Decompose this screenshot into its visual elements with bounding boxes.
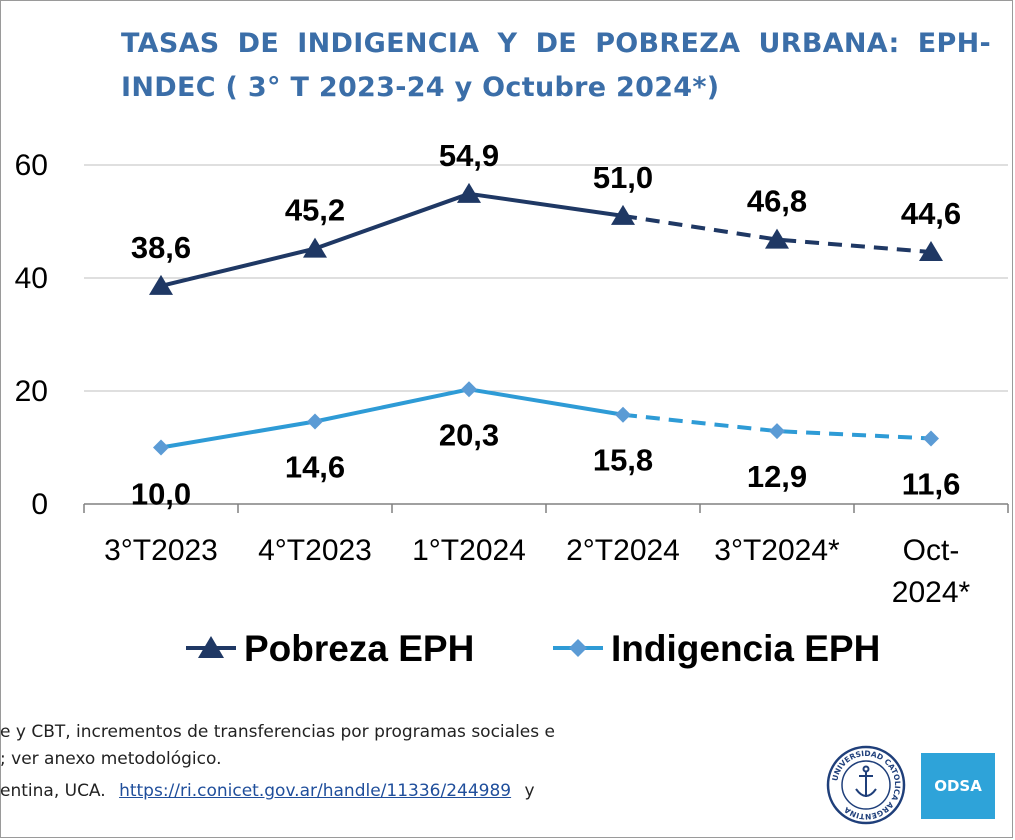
indigencia-eph-point (461, 381, 477, 398)
indigencia-eph-point (769, 423, 785, 440)
legend-label-pobreza-eph: Pobreza EPH (244, 628, 474, 669)
indigencia-eph-data-label: 10,0 (131, 477, 191, 512)
y-tick-label: 0 (31, 488, 48, 521)
pobreza-eph-point (149, 274, 173, 295)
anchor-icon (855, 765, 877, 797)
footnote-suffix: y (524, 781, 535, 801)
pobreza-eph-data-label: 45,2 (285, 193, 345, 228)
y-tick-label: 60 (15, 149, 48, 182)
pobreza-eph-dashed-line (622, 213, 932, 255)
chart-title-line-1: TASAS DE INDIGENCIA Y DE POBREZA URBANA:… (121, 28, 991, 59)
indigencia-eph-point (153, 439, 169, 456)
x-tick-label: 1°T2024 (412, 534, 526, 567)
footnote-line-1: e y CBT, incrementos de transferencias p… (0, 722, 555, 742)
pobreza-eph-solid-line (160, 191, 624, 288)
footnote-source-text: entina, UCA. (0, 781, 106, 801)
chart-title: TASAS DE INDIGENCIA Y DE POBREZA URBANA:… (121, 22, 991, 110)
pobreza-eph-point (611, 204, 635, 225)
indigencia-eph-point (615, 406, 631, 423)
indigencia-eph-data-label: 11,6 (902, 466, 961, 501)
indigencia-eph-data-label: 12,9 (747, 459, 807, 494)
indigencia-eph-data-label: 20,3 (439, 417, 499, 452)
indigencia-eph-data-label: 15,8 (593, 443, 653, 478)
pobreza-eph-point (457, 182, 481, 203)
footnote-line-3: entina, UCA. https://ri.conicet.gov.ar/h… (0, 781, 535, 801)
footnote-line-2: ; ver anexo metodológico. (0, 749, 222, 769)
indigencia-eph-dashed-line (622, 412, 932, 441)
pobreza-eph-data-label: 44,6 (901, 196, 961, 231)
legend-marker-indigencia-eph (569, 639, 587, 657)
pobreza-eph-data-label: 51,0 (593, 160, 653, 195)
indigencia-eph-data-label: 14,6 (285, 450, 345, 485)
x-tick-label: 3°T2024* (714, 534, 840, 567)
chart-title-line-2: INDEC ( 3° T 2023-24 y Octubre 2024*) (121, 72, 720, 103)
x-tick-label: Oct-2024* (892, 534, 971, 609)
x-tick-label: 4°T2023 (258, 534, 372, 567)
x-tick-label: 2°T2024 (566, 534, 680, 567)
pobreza-eph-point (303, 237, 327, 258)
indigencia-eph-point (923, 430, 939, 447)
legend-label-indigencia-eph: Indigencia EPH (611, 628, 880, 669)
indigencia-eph-point (307, 413, 323, 430)
pobreza-eph-data-label: 54,9 (439, 138, 499, 173)
legend-marker-pobreza-eph (198, 636, 224, 658)
pobreza-eph-data-label: 38,6 (131, 230, 191, 265)
y-tick-label: 40 (15, 262, 48, 295)
pobreza-eph-point (919, 241, 943, 262)
uca-seal-logo: UNIVERSIDAD CATOLICA ARGENTINA (826, 745, 906, 825)
odsa-logo: ODSA (921, 753, 995, 819)
y-tick-label: 20 (15, 375, 48, 408)
pobreza-eph-data-label: 46,8 (747, 184, 807, 219)
conicet-link[interactable]: https://ri.conicet.gov.ar/handle/11336/2… (119, 781, 512, 801)
pobreza-eph-point (765, 228, 789, 249)
x-tick-label: 3°T2023 (104, 534, 218, 567)
indigencia-eph-solid-line (160, 387, 624, 450)
